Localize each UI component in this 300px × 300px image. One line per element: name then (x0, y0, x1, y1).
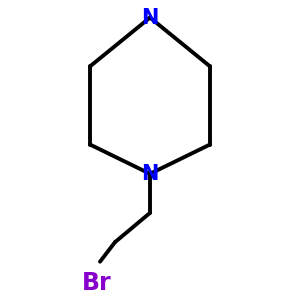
Text: N: N (141, 8, 159, 28)
Text: N: N (141, 164, 159, 184)
Text: Br: Br (82, 272, 112, 296)
